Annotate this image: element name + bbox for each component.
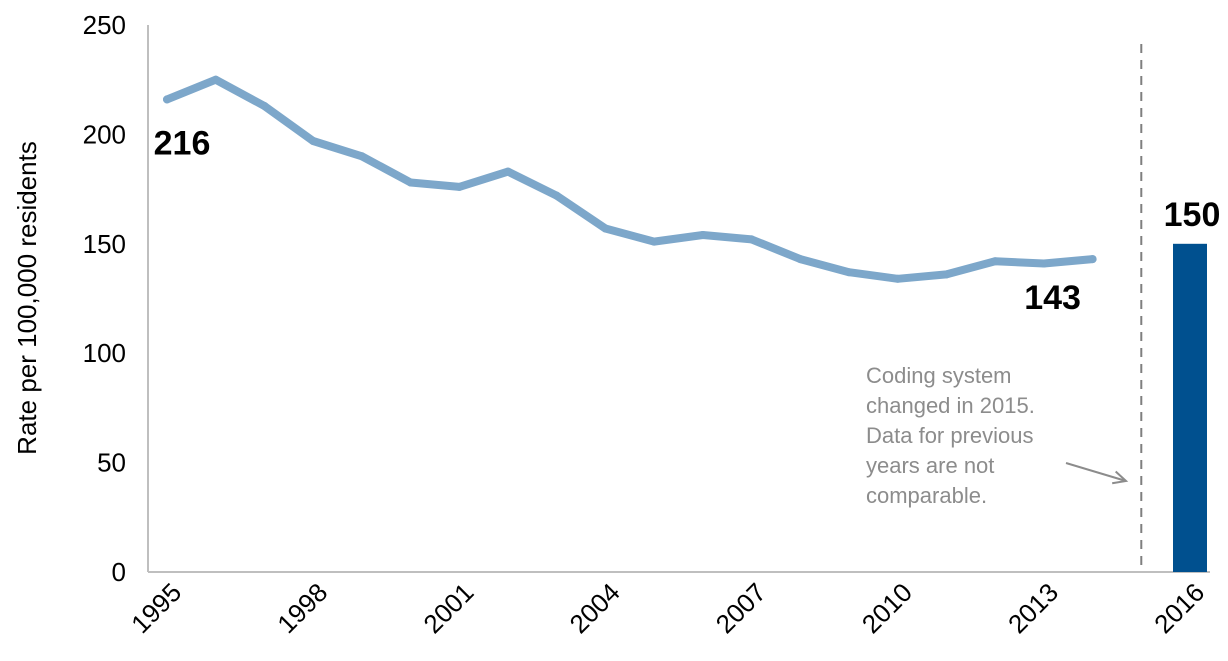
- line-point: [260, 101, 269, 110]
- series-layer: [163, 75, 1207, 573]
- y-tick-label: 150: [83, 229, 126, 259]
- line-point: [309, 136, 318, 145]
- line-point: [650, 237, 659, 246]
- line-point: [406, 178, 415, 187]
- y-tick-label: 0: [112, 557, 126, 587]
- line-point: [845, 268, 853, 277]
- y-tick-label: 250: [83, 10, 126, 40]
- arrow-shaft: [1065, 462, 1127, 482]
- line-point: [1088, 255, 1097, 264]
- y-tick-labels: 0 50 100 150 200 250: [83, 10, 126, 587]
- line-point: [796, 255, 805, 264]
- annotation-note: Coding system changed in 2015. Data for pr…: [866, 363, 1035, 508]
- annotation-line: changed in 2015.: [866, 393, 1035, 418]
- y-tick-label: 100: [83, 338, 126, 368]
- line-point: [357, 152, 366, 161]
- line-point: [991, 257, 1000, 266]
- bar: [1173, 243, 1207, 573]
- line-point: [455, 182, 464, 191]
- data-label: 143: [1024, 279, 1081, 317]
- x-tick-label: 2010: [856, 577, 918, 639]
- x-tick-labels: 1995 1998 2001 2004 2007 2010 2013 2016: [125, 577, 1210, 639]
- line-point: [163, 95, 171, 104]
- line-point: [211, 75, 220, 84]
- annotation-line: years are not: [866, 453, 994, 478]
- x-tick-label: 2004: [564, 577, 626, 639]
- line-point: [1039, 259, 1048, 268]
- line-point: [504, 167, 512, 176]
- y-tick-label: 200: [83, 119, 126, 149]
- line-point: [893, 274, 902, 283]
- data-label: 150: [1164, 196, 1221, 234]
- x-tick-label: 2013: [1002, 577, 1064, 639]
- data-label: 216: [154, 124, 211, 162]
- x-tick-label: 2016: [1148, 577, 1210, 639]
- x-tick-label: 2007: [710, 577, 772, 639]
- annotation-line: Data for previous: [866, 423, 1034, 448]
- line-point: [552, 191, 561, 200]
- line-point: [698, 231, 707, 240]
- line-point: [747, 235, 756, 244]
- y-axis-label: Rate per 100,000 residents: [12, 141, 42, 455]
- annotation-arrow: [1065, 462, 1129, 485]
- series-line: [163, 75, 1097, 283]
- line-point: [601, 224, 610, 233]
- y-tick-label: 50: [97, 448, 126, 478]
- line-point: [942, 270, 951, 279]
- annotation-line: comparable.: [866, 483, 987, 508]
- x-tick-label: 1995: [125, 577, 187, 639]
- x-tick-label: 1998: [271, 577, 333, 639]
- annotation-line: Coding system: [866, 363, 1012, 388]
- axes: [147, 25, 1210, 573]
- data-labels: 216 143 150: [154, 124, 1221, 317]
- x-tick-label: 2001: [417, 577, 479, 639]
- arrow-head-icon: [1112, 470, 1129, 485]
